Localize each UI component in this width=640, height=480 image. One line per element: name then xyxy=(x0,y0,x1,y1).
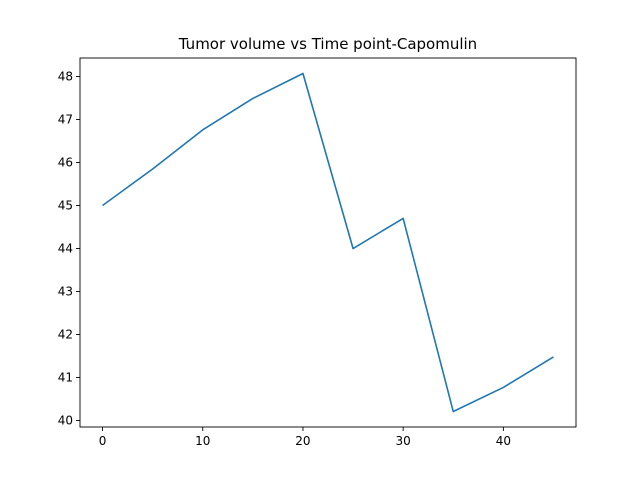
y-tick-label: 48 xyxy=(58,69,73,83)
x-tick-label: 10 xyxy=(195,434,210,448)
x-axis-ticks: 0 10 20 30 40 xyxy=(99,427,511,448)
y-axis-ticks: 40 41 42 43 44 45 46 47 48 xyxy=(58,69,80,428)
data-series xyxy=(102,72,554,413)
y-tick-label: 41 xyxy=(58,371,73,385)
chart-title: Tumor volume vs Time point-Capomulin xyxy=(178,35,477,53)
y-tick-label: 47 xyxy=(58,113,73,127)
x-tick-label: 40 xyxy=(496,434,511,448)
y-tick-label: 42 xyxy=(58,328,73,342)
series-line xyxy=(102,72,554,413)
y-tick-label: 45 xyxy=(58,199,73,213)
y-tick-label: 40 xyxy=(58,414,73,428)
y-tick-label: 43 xyxy=(58,285,73,299)
x-tick-label: 20 xyxy=(295,434,310,448)
plot-frame xyxy=(79,57,577,428)
y-tick-label: 46 xyxy=(58,156,73,170)
x-tick-label: 0 xyxy=(99,434,107,448)
y-tick-label: 44 xyxy=(58,242,73,256)
x-tick-label: 30 xyxy=(396,434,411,448)
axes xyxy=(79,57,577,428)
